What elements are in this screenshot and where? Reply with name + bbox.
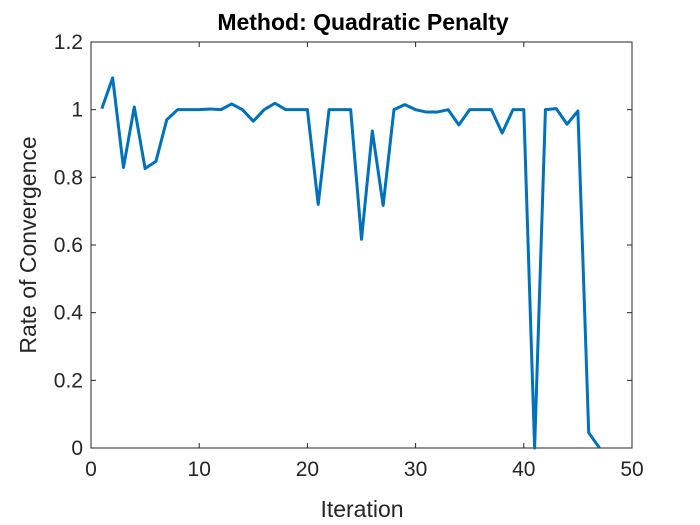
- y-tick-label: 0.6: [54, 234, 83, 257]
- y-axis-label: Rate of Convergence: [15, 136, 41, 353]
- y-tick-label: 0: [71, 437, 83, 460]
- ticks: 0 10 20 30 40 50 0 0.2 0.4 0.6 0.8 1 1.2: [54, 31, 644, 481]
- x-tick-label: 50: [620, 458, 643, 481]
- y-tick-label: 1.2: [54, 31, 83, 54]
- x-tick-label: 20: [296, 458, 319, 481]
- x-tick-label: 10: [188, 458, 211, 481]
- x-tick-label: 0: [85, 458, 97, 481]
- plot-area-box: [90, 41, 633, 449]
- series: [100, 76, 601, 450]
- x-tick-label: 30: [404, 458, 427, 481]
- chart-title: Method: Quadratic Penalty: [217, 9, 509, 35]
- y-tick-label: 0.4: [54, 302, 84, 325]
- x-tick-label: 40: [512, 458, 535, 481]
- series-line: [100, 76, 601, 450]
- x-axis-label: Iteration: [320, 496, 403, 522]
- axes: [90, 41, 633, 449]
- y-tick-label: 1: [71, 99, 83, 122]
- y-tick-label: 0.2: [54, 369, 83, 392]
- y-tick-label: 0.8: [54, 166, 83, 189]
